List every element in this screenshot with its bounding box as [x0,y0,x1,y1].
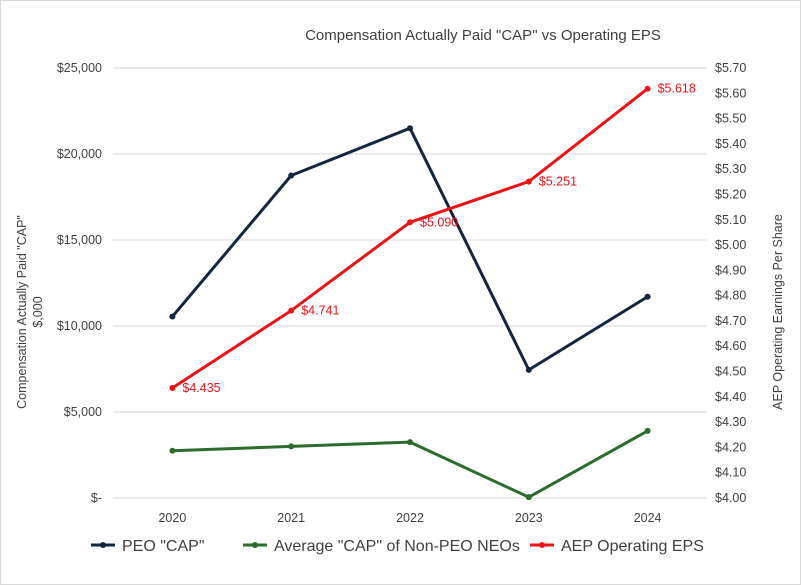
data-label: $5.618 [658,82,696,96]
legend-marker-1 [252,542,258,548]
data-point [288,307,295,314]
right-tick-label: $5.50 [715,112,746,126]
right-tick-label: $5.20 [715,187,746,201]
data-point [169,313,176,320]
left-tick-label: $10,000 [57,319,102,333]
data-point [525,494,532,501]
data-point [288,443,295,450]
left-axis-unit: $,000 [31,296,45,327]
gridlines [113,67,707,499]
x-tick-label: 2022 [396,511,424,525]
data-label: $5.090 [420,215,458,229]
right-tick-label: $4.80 [715,289,746,303]
right-tick-label: $5.30 [715,162,746,176]
right-tick-label: $5.70 [715,61,746,75]
data-point [644,293,651,300]
data-point [407,125,413,132]
left-tick-label: $5,000 [64,405,102,419]
x-tick-label: 2020 [158,511,186,525]
left-tick-label: $- [91,491,102,505]
right-tick-label: $5.00 [715,238,746,252]
legend-label-1: Average "CAP" of Non-PEO NEOs [274,538,520,555]
series-line-2 [171,87,649,390]
right-tick-label: $4.20 [715,440,746,454]
legend-label-2: AEP Operating EPS [561,538,704,555]
x-axis-ticks: 2020 2021 2022 2023 2024 [158,511,661,525]
right-tick-label: $4.60 [715,339,746,353]
data-point [407,219,413,226]
right-axis-title: AEP Operating Earnings Per Share [771,214,785,410]
x-tick-label: 2023 [515,511,543,525]
data-point [644,85,651,92]
right-tick-label: $5.60 [715,86,746,100]
right-tick-label: $4.30 [715,415,746,429]
data-label: $4.435 [182,381,220,395]
right-tick-label: $4.70 [715,314,746,328]
left-axis-title: Compensation Actually Paid "CAP" [15,215,29,409]
legend: PEO "CAP" Average "CAP" of Non-PEO NEOs AE… [91,538,704,555]
data-point [525,178,532,185]
x-tick-label: 2024 [634,511,662,525]
left-tick-label: $25,000 [57,61,102,75]
legend-label-0: PEO "CAP" [122,538,205,555]
chart-title: Compensation Actually Paid "CAP" vs Oper… [305,27,661,44]
left-tick-label: $20,000 [57,147,102,161]
data-label: $4.741 [301,304,339,318]
data-point [288,172,295,179]
right-tick-label: $4.10 [715,466,746,480]
data-label: $5.251 [539,175,577,189]
legend-marker-2 [539,542,545,548]
right-axis-ticks: $4.00 $4.10 $4.20 $4.30 $4.40 $4.50 $4.60 $4.70… [715,61,746,505]
data-labels: $4.435 $4.741 $5.090 $5.251 $5.618 [182,82,695,395]
right-tick-label: $4.00 [715,491,746,505]
series-group [169,85,651,501]
data-point [644,427,651,434]
x-tick-label: 2021 [277,511,305,525]
data-point [525,366,532,373]
legend-marker-0 [100,542,106,548]
left-axis-ticks: $- $5,000 $10,000 $15,000 $20,000 $25,000 [57,61,102,505]
right-tick-label: $5.40 [715,137,746,151]
data-point [407,439,413,446]
right-tick-label: $4.40 [715,390,746,404]
left-tick-label: $15,000 [57,233,102,247]
data-point [169,384,176,391]
right-tick-label: $4.90 [715,263,746,277]
right-tick-label: $5.10 [715,213,746,227]
data-point [169,447,176,454]
right-tick-label: $4.50 [715,365,746,379]
series-line-0 [171,126,649,372]
